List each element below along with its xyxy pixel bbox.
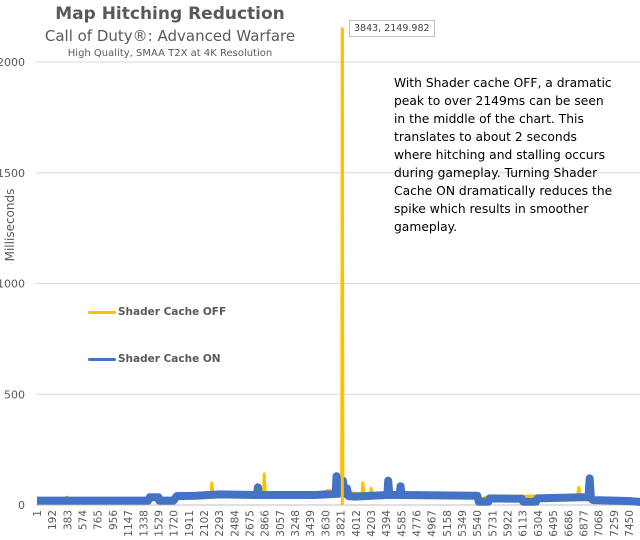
y-tick-label: 1000	[0, 278, 25, 291]
x-tick-label: 1529	[153, 510, 165, 537]
annotation-line: during gameplay. Turning Shader	[394, 166, 598, 180]
x-tick-label: 7450	[624, 510, 636, 537]
x-tick-label: 1338	[138, 510, 150, 537]
y-tick-label: 0	[18, 499, 25, 512]
x-tick-label: 3057	[275, 510, 287, 537]
annotation-line: peak to over 2149ms can be seen	[394, 94, 604, 108]
annotation-line: With Shader cache OFF, a dramatic	[394, 76, 612, 90]
x-tick-label: 4394	[381, 510, 393, 537]
x-tick-label: 5158	[442, 510, 454, 537]
x-tick-label: 765	[93, 510, 105, 530]
x-tick-label: 2102	[199, 510, 211, 537]
x-tick-label: 6877	[578, 510, 590, 537]
legend-swatch-off	[88, 310, 116, 314]
x-tick-label: 7068	[594, 510, 606, 537]
annotation-line: gameplay.	[394, 220, 458, 234]
x-tick-label: 5540	[472, 510, 484, 537]
y-tick-label: 1500	[0, 167, 25, 180]
annotation-line: in the middle of the chart. This	[394, 112, 584, 126]
annotation-line: spike which results in smoother	[394, 202, 589, 216]
x-tick-label: 6113	[518, 510, 530, 537]
x-tick-label: 4012	[351, 510, 363, 537]
x-tick-label: 5349	[457, 510, 469, 537]
legend-swatch-on	[88, 357, 116, 361]
x-tick-label: 4585	[396, 510, 408, 537]
series-line-shader-cache-on	[37, 472, 640, 506]
annotation-text: With Shader cache OFF, a dramatic peak t…	[394, 74, 640, 236]
y-axis-label: Milliseconds	[3, 188, 17, 262]
annotation-line: Cache ON dramatically reduces the	[394, 184, 613, 198]
legend-item-shader-cache-on: Shader Cache ON	[88, 353, 221, 365]
x-tick-label: 2484	[229, 510, 241, 537]
x-tick-label: 192	[47, 510, 59, 530]
x-tick-label: 4776	[411, 510, 423, 537]
x-tick-label: 4967	[427, 510, 439, 537]
y-tick-label: 2000	[0, 56, 25, 69]
x-tick-label: 3248	[290, 510, 302, 537]
x-tick-label: 2293	[214, 510, 226, 537]
x-tick-label: 1720	[169, 510, 181, 537]
legend-label-off: Shader Cache OFF	[118, 306, 227, 318]
x-tick-label: 6304	[533, 510, 545, 537]
x-tick-label: 5922	[503, 510, 515, 537]
legend-label-on: Shader Cache ON	[118, 353, 221, 365]
x-tick-label: 1	[32, 510, 44, 517]
x-tick-label: 956	[108, 510, 120, 530]
x-tick-label: 383	[62, 510, 74, 530]
chart-subtitle-settings: High Quality, SMAA T2X at 4K Resolution	[67, 48, 273, 59]
x-tick-label: 1147	[123, 510, 135, 537]
x-tick-label: 5731	[487, 510, 499, 537]
x-tick-label: 6686	[563, 510, 575, 537]
chart-title: Map Hitching Reduction	[55, 4, 285, 24]
annotation-line: where hitching and stalling occurs	[394, 148, 606, 162]
x-tick-label: 6495	[548, 510, 560, 537]
annotation-line: translates to about 2 seconds	[394, 130, 577, 144]
x-tick-label: 3821	[336, 510, 348, 537]
peak-data-label: 3843, 2149.982	[349, 20, 435, 37]
x-tick-label: 4203	[366, 510, 378, 537]
x-tick-label: 7259	[609, 510, 621, 537]
x-tick-label: 3630	[320, 510, 332, 537]
x-tick-label: 3439	[305, 510, 317, 537]
x-tick-label: 2866	[260, 510, 272, 537]
x-tick-label: 1911	[184, 510, 196, 537]
y-tick-label: 500	[4, 388, 25, 401]
chart-subtitle: Call of Duty®: Advanced Warfare	[44, 27, 296, 45]
x-tick-label: 574	[78, 510, 90, 530]
legend-item-shader-cache-off: Shader Cache OFF	[88, 306, 226, 318]
x-tick-label: 2675	[245, 510, 257, 537]
